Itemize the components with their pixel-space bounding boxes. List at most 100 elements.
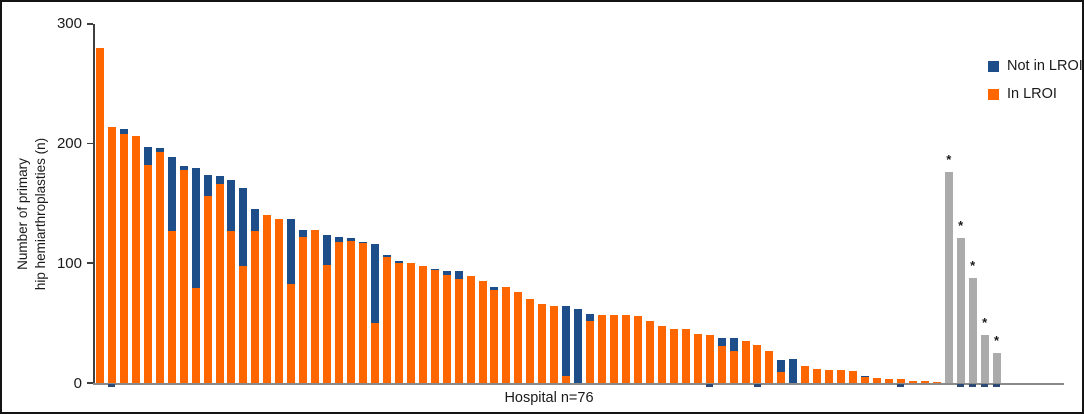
- y-axis-title-line2: hip hemiarthroplasties (n): [33, 137, 48, 291]
- bar-segment-not-in-lroi: [227, 179, 236, 231]
- bar-segment-in-lroi: [598, 314, 607, 383]
- bar-segment-in-lroi: [526, 299, 535, 383]
- bar-segment-in-lroi: [657, 325, 666, 383]
- x-tick: [706, 384, 714, 387]
- asterisk-marker: *: [982, 315, 988, 331]
- bar-segment-in-lroi: [347, 240, 356, 383]
- bar-segment-in-lroi: [801, 366, 810, 383]
- bar-segment-not-in-lroi: [251, 209, 260, 231]
- bar-segment-in-lroi: [275, 219, 284, 383]
- bar-segment-in-lroi: [777, 372, 786, 383]
- bar-segment-in-lroi: [586, 320, 595, 383]
- bar-segment-not-in-lroi: [335, 236, 344, 242]
- y-tick: [86, 262, 93, 265]
- bar-segment-in-lroi: [920, 380, 929, 383]
- bar-segment-not-in-lroi: [442, 270, 451, 276]
- bar-segment-in-lroi: [131, 136, 140, 383]
- bar-segment-not-in-lroi: [143, 147, 152, 166]
- bar-segment-not-in-lroi: [191, 167, 200, 289]
- bar-segment-in-lroi: [107, 126, 116, 383]
- bar-segment-in-lroi: [370, 323, 379, 383]
- y-tick-label: 200: [56, 135, 82, 153]
- bar-segment-in-lroi: [538, 304, 547, 383]
- bar-segment-in-lroi: [621, 314, 630, 383]
- x-tick: [957, 384, 965, 387]
- bar-segment-in-lroi: [908, 380, 917, 383]
- bar-segment-in-lroi: [251, 230, 260, 383]
- y-tick-label: 100: [56, 254, 82, 272]
- bar-segment-in-lroi: [227, 230, 236, 383]
- bar-segment-not-in-lroi: [717, 337, 726, 346]
- x-tick: [969, 384, 977, 387]
- bar-segment-in-lroi: [825, 369, 834, 383]
- bar-segment-in-lroi: [119, 134, 128, 383]
- bar-segment-in-lroi: [502, 287, 511, 383]
- bar-segment-in-lroi: [729, 350, 738, 383]
- bar-starred: [968, 277, 977, 383]
- bar-segment-in-lroi: [896, 379, 905, 383]
- bar-segment-in-lroi: [550, 306, 559, 383]
- bar-segment-not-in-lroi: [454, 270, 463, 279]
- x-tick: [981, 384, 989, 387]
- asterisk-marker: *: [994, 333, 1000, 349]
- bar-segment-in-lroi: [705, 335, 714, 383]
- x-tick: [753, 384, 761, 387]
- asterisk-marker: *: [946, 152, 952, 168]
- bar-starred: [980, 335, 989, 383]
- y-tick-label: 0: [73, 374, 82, 392]
- x-tick: [897, 384, 905, 387]
- bar-segment-in-lroi: [514, 292, 523, 383]
- bar-segment-in-lroi: [693, 333, 702, 383]
- bar-segment-in-lroi: [263, 215, 272, 383]
- bar-segment-in-lroi: [717, 345, 726, 383]
- bar-segment-in-lroi: [418, 265, 427, 383]
- bar-segment-in-lroi: [466, 276, 475, 383]
- bar-segment-in-lroi: [239, 265, 248, 383]
- bar-segment-in-lroi: [358, 242, 367, 383]
- y-tick-label: 300: [56, 15, 82, 33]
- bar-segment-not-in-lroi: [119, 129, 128, 135]
- x-axis-line: [93, 383, 1064, 385]
- bar-segment-not-in-lroi: [729, 337, 738, 351]
- legend-swatch-in-lroi-icon: [988, 88, 999, 100]
- bar-segment-not-in-lroi: [789, 359, 798, 383]
- bar-segment-not-in-lroi: [215, 175, 224, 185]
- bar-segment-in-lroi: [382, 257, 391, 383]
- plot-area: * * * * *: [94, 24, 1064, 383]
- bar-segment-in-lroi: [478, 281, 487, 383]
- bar-segment-not-in-lroi: [490, 287, 499, 290]
- y-tick: [86, 382, 93, 384]
- bar-segment-in-lroi: [849, 371, 858, 383]
- bar-segment-not-in-lroi: [394, 260, 403, 264]
- y-axis-title-line1: Number of primary: [15, 158, 30, 270]
- legend-item-in-lroi: In LROI: [988, 86, 1082, 102]
- y-axis-title: Number of primary hip hemiarthroplasties…: [14, 34, 54, 394]
- x-axis-title: Hospital n=76: [504, 390, 594, 406]
- legend-label-not-in-lroi: Not in LROI: [1007, 58, 1083, 74]
- legend-swatch-not-in-lroi-icon: [988, 60, 999, 72]
- bar-segment-not-in-lroi: [358, 241, 367, 243]
- legend-label-in-lroi: In LROI: [1007, 86, 1057, 102]
- bar-segment-in-lroi: [610, 314, 619, 383]
- legend: Not in LROI In LROI: [988, 58, 1083, 114]
- bar-starred: [992, 353, 1001, 383]
- bar-segment-in-lroi: [143, 165, 152, 383]
- bar-segment-not-in-lroi: [323, 234, 332, 265]
- bar-segment-in-lroi: [884, 379, 893, 383]
- bar-segment-in-lroi: [179, 169, 188, 383]
- legend-item-not-in-lroi: Not in LROI: [988, 58, 1083, 74]
- bar-segment-not-in-lroi: [179, 166, 188, 170]
- bar-segment-not-in-lroi: [382, 254, 391, 258]
- bar-segment-in-lroi: [96, 47, 104, 383]
- bar-segment-not-in-lroi: [203, 174, 212, 197]
- bar-segment-not-in-lroi: [562, 306, 571, 376]
- bar-segment-in-lroi: [562, 375, 571, 383]
- bar-segment-not-in-lroi: [299, 229, 308, 237]
- bar-segment-in-lroi: [323, 264, 332, 383]
- bar-segment-not-in-lroi: [167, 156, 176, 231]
- bar-segment-in-lroi: [633, 315, 642, 383]
- bar-segment-not-in-lroi: [239, 187, 248, 266]
- asterisk-marker: *: [970, 257, 976, 273]
- bar-segment-not-in-lroi: [586, 313, 595, 321]
